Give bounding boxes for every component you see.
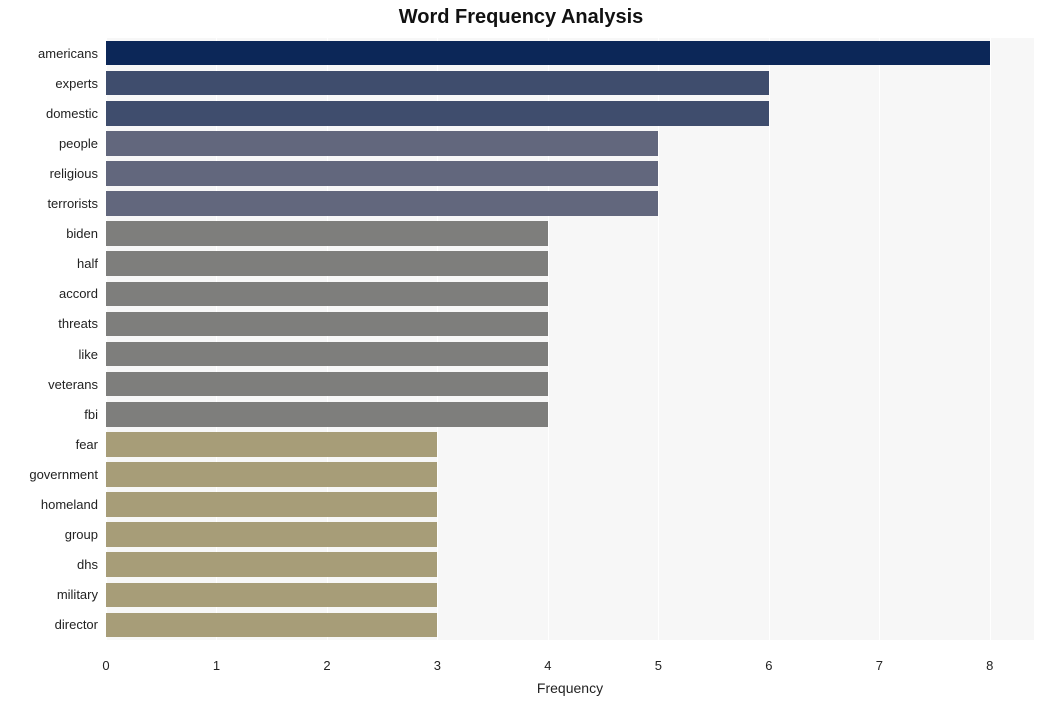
y-tick-label: director — [0, 617, 98, 632]
bar — [106, 583, 437, 608]
x-tick: 6 — [765, 658, 772, 673]
grid-line — [990, 38, 991, 640]
y-tick-label: government — [0, 467, 98, 482]
x-tick: 4 — [544, 658, 551, 673]
y-tick-label: veterans — [0, 377, 98, 392]
x-tick: 8 — [986, 658, 993, 673]
y-tick-label: half — [0, 256, 98, 271]
bar — [106, 251, 548, 276]
grid-line — [769, 38, 770, 640]
bar — [106, 71, 769, 96]
y-tick-label: group — [0, 527, 98, 542]
y-tick-label: fbi — [0, 407, 98, 422]
bar — [106, 372, 548, 397]
bar — [106, 342, 548, 367]
bar — [106, 161, 658, 186]
y-tick-label: accord — [0, 286, 98, 301]
plot-area — [106, 38, 1034, 640]
x-tick: 1 — [213, 658, 220, 673]
grid-line — [106, 38, 107, 640]
chart-title: Word Frequency Analysis — [0, 6, 1042, 29]
bar — [106, 613, 437, 638]
bar-row — [106, 191, 1034, 216]
y-tick-label: experts — [0, 76, 98, 91]
bar-row — [106, 131, 1034, 156]
y-tick-label: religious — [0, 166, 98, 181]
bar — [106, 402, 548, 427]
bar-row — [106, 282, 1034, 307]
bar-row — [106, 161, 1034, 186]
bar-row — [106, 312, 1034, 337]
y-tick-label: homeland — [0, 497, 98, 512]
y-tick-label: dhs — [0, 557, 98, 572]
bar-row — [106, 402, 1034, 427]
bar-row — [106, 41, 1034, 66]
grid-line — [216, 38, 217, 640]
x-axis-label: Frequency — [106, 680, 1034, 696]
y-tick-label: biden — [0, 226, 98, 241]
bar — [106, 522, 437, 547]
bar — [106, 221, 548, 246]
bar — [106, 432, 437, 457]
bar — [106, 492, 437, 517]
bar — [106, 552, 437, 577]
bar-row — [106, 522, 1034, 547]
y-tick-label: terrorists — [0, 196, 98, 211]
bar — [106, 462, 437, 487]
y-tick-label: people — [0, 136, 98, 151]
y-tick-label: military — [0, 587, 98, 602]
word-frequency-chart: Word Frequency Analysis Frequency 0 1 2 3 4 5… — [0, 0, 1042, 701]
x-tick: 3 — [434, 658, 441, 673]
bar-row — [106, 432, 1034, 457]
bar-row — [106, 342, 1034, 367]
bar-row — [106, 613, 1034, 638]
bar — [106, 282, 548, 307]
bar — [106, 41, 990, 66]
y-tick-label: threats — [0, 316, 98, 331]
grid-line — [327, 38, 328, 640]
bar — [106, 101, 769, 126]
y-tick-label: americans — [0, 46, 98, 61]
grid-line — [437, 38, 438, 640]
x-tick: 0 — [102, 658, 109, 673]
bar — [106, 191, 658, 216]
grid-line — [658, 38, 659, 640]
y-tick-label: fear — [0, 437, 98, 452]
grid-line — [879, 38, 880, 640]
x-tick: 5 — [655, 658, 662, 673]
x-tick: 7 — [876, 658, 883, 673]
x-tick: 2 — [323, 658, 330, 673]
bar-row — [106, 583, 1034, 608]
bar — [106, 131, 658, 156]
y-tick-label: domestic — [0, 106, 98, 121]
bar-row — [106, 101, 1034, 126]
bar-row — [106, 251, 1034, 276]
grid-line — [548, 38, 549, 640]
bar-row — [106, 372, 1034, 397]
bar-row — [106, 71, 1034, 96]
bar-row — [106, 552, 1034, 577]
bar — [106, 312, 548, 337]
y-tick-label: like — [0, 347, 98, 362]
bar-row — [106, 492, 1034, 517]
bar-row — [106, 462, 1034, 487]
bar-row — [106, 221, 1034, 246]
